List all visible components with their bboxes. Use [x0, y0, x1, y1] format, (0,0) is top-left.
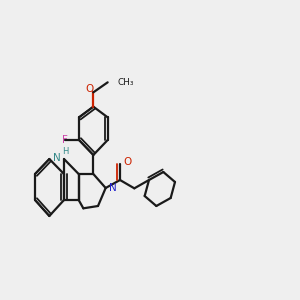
Text: H: H — [62, 146, 68, 155]
Text: N: N — [53, 153, 61, 163]
Text: N: N — [109, 183, 116, 193]
Text: O: O — [85, 84, 94, 94]
Text: O: O — [124, 157, 132, 167]
Text: CH₃: CH₃ — [118, 78, 134, 87]
Text: F: F — [62, 135, 68, 145]
